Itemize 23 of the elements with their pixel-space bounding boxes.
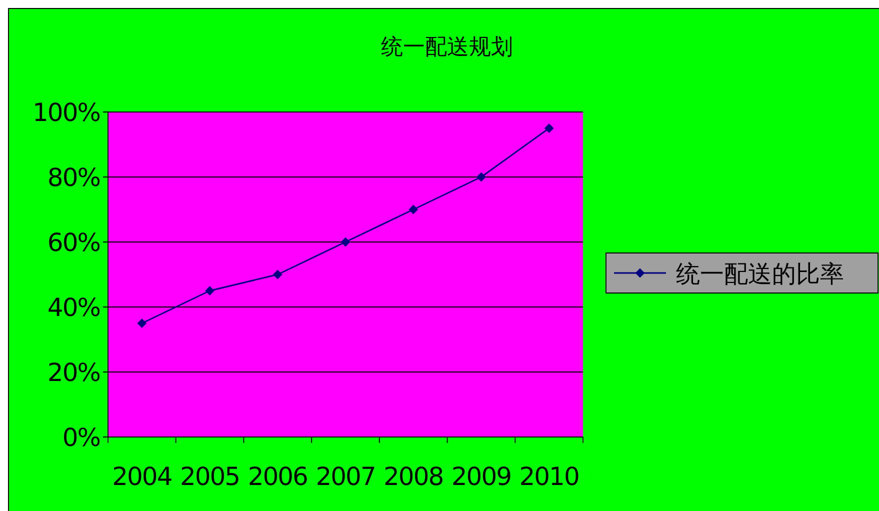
x-tick-label: 2009 (451, 462, 512, 491)
legend-label: 统一配送的比率 (676, 260, 844, 288)
y-tick-label: 60% (47, 228, 100, 257)
x-tick-label: 2004 (112, 462, 172, 491)
y-tick-label: 20% (47, 358, 100, 387)
point (341, 238, 350, 246)
x-tick-label: 2005 (180, 462, 240, 491)
point (273, 270, 282, 279)
legend: 统一配送的比率 (606, 252, 878, 294)
x-tick-label: 2006 (248, 462, 308, 491)
point (408, 205, 418, 214)
y-tick-label: 0% (62, 423, 100, 452)
y-tick-label: 100% (32, 98, 100, 127)
y-tick-label: 40% (47, 293, 100, 322)
point (476, 172, 486, 182)
x-tick-label: 2007 (316, 462, 376, 491)
point (137, 318, 146, 328)
chart-title: 统一配送规划 (381, 35, 513, 60)
x-tick-label: 2010 (519, 462, 579, 491)
point (544, 124, 554, 133)
point (205, 286, 214, 296)
y-tick-label: 80% (47, 163, 100, 192)
x-tick-label: 2008 (384, 462, 444, 491)
